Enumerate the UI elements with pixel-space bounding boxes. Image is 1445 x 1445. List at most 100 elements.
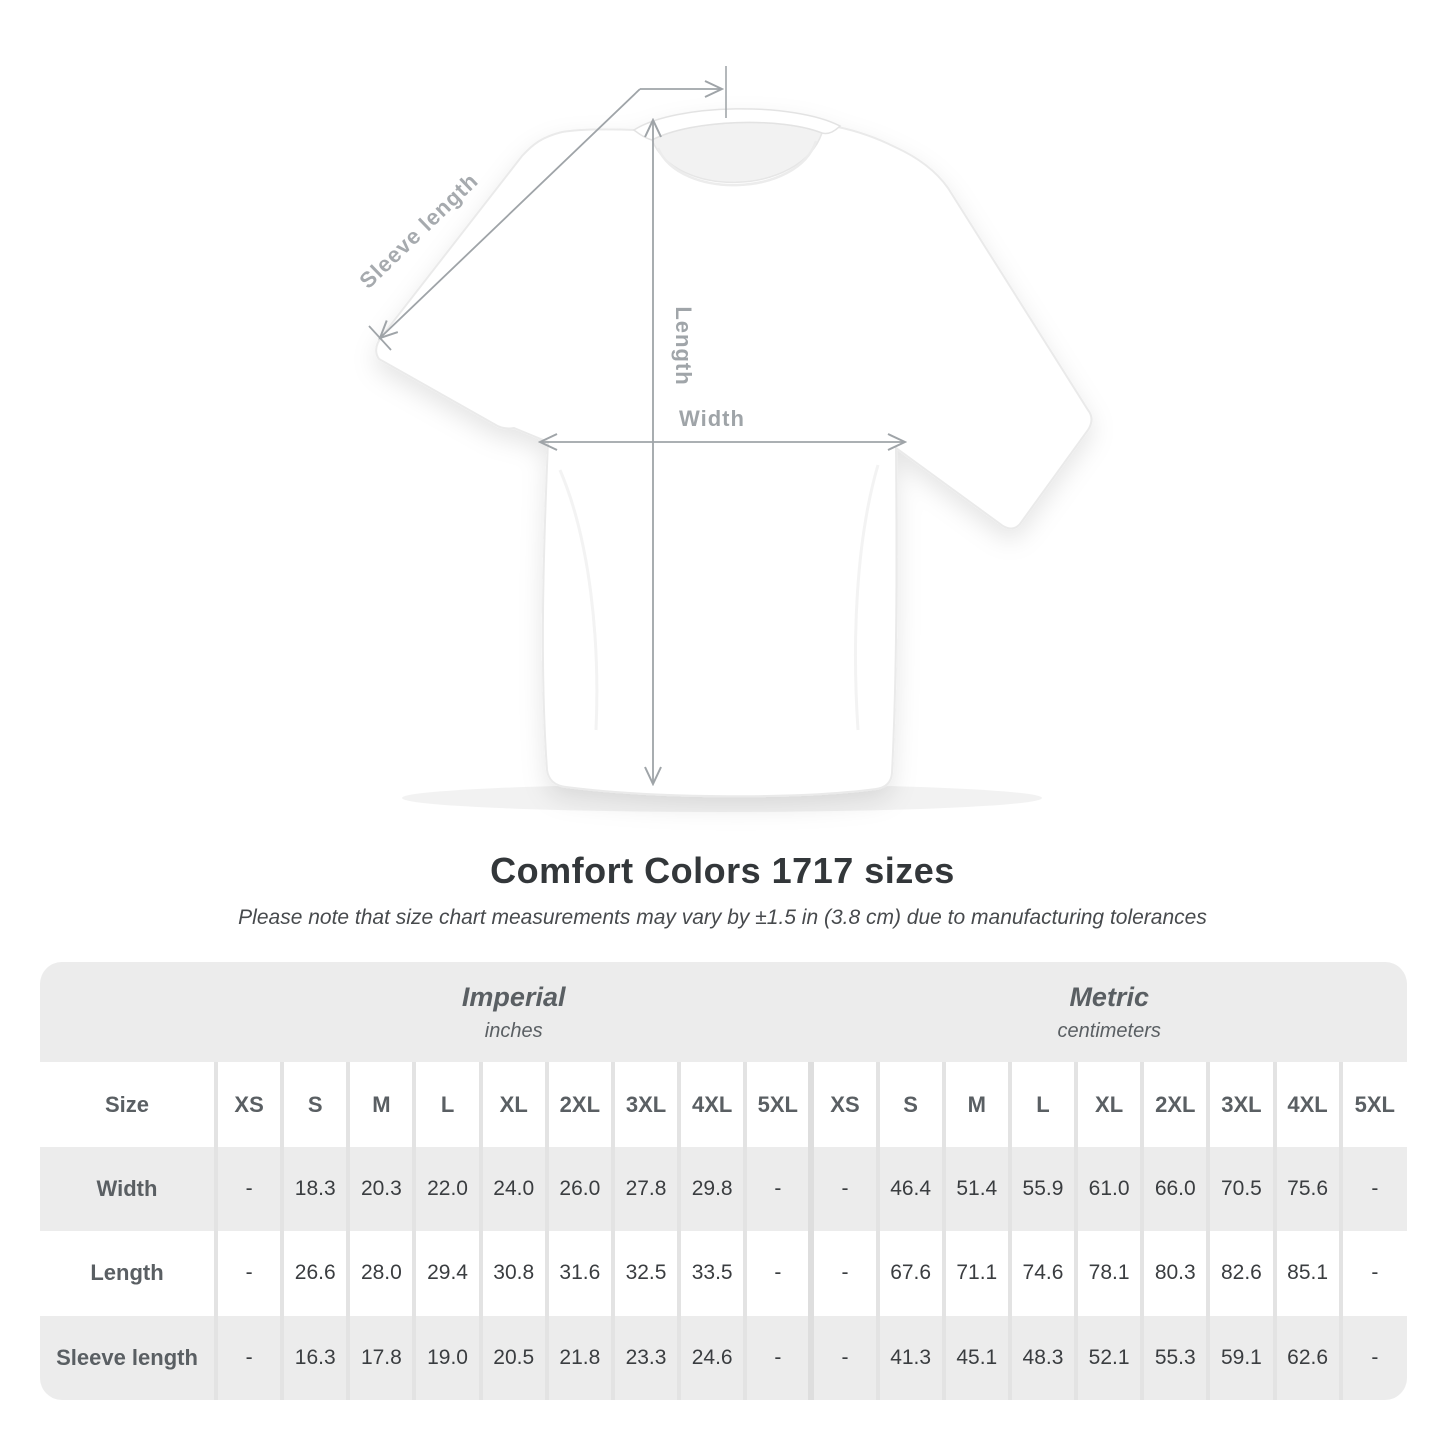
row-label-length: Length — [40, 1231, 216, 1316]
value-metric-length-l: 74.6 — [1007, 1231, 1077, 1316]
size-header-label: Size — [40, 1062, 216, 1147]
value-metric-length-5xl: - — [1338, 1231, 1407, 1316]
measurement-row-length: Length -26.6 28.0 29.4 30.8 31.6 32.5 33.5- -67.… — [40, 1231, 1407, 1316]
size-col-imperial-l: L — [412, 1062, 481, 1147]
value-metric-length-m: 71.1 — [941, 1231, 1010, 1316]
size-col-imperial-5xl: 5XL — [743, 1062, 812, 1147]
value-metric-sleeve-length-3xl: 59.1 — [1206, 1315, 1275, 1400]
size-col-metric-xs: XS — [808, 1062, 878, 1147]
value-imperial-width-5xl: - — [743, 1147, 812, 1232]
value-imperial-sleeve-length-3xl: 23.3 — [610, 1315, 680, 1400]
value-metric-length-xl: 78.1 — [1074, 1231, 1143, 1316]
size-table-container: Imperial inches Metric centimeters Size … — [40, 962, 1407, 1400]
value-metric-width-xl: 61.0 — [1074, 1147, 1143, 1232]
imperial-title: Imperial — [461, 981, 566, 1012]
value-imperial-sleeve-length-4xl: 24.6 — [677, 1315, 746, 1400]
sleeve-length-arrow — [380, 88, 641, 338]
size-col-metric-3xl: 3XL — [1206, 1062, 1275, 1147]
value-metric-width-xs: - — [808, 1147, 878, 1232]
value-metric-sleeve-length-xl: 52.1 — [1074, 1315, 1143, 1400]
value-imperial-width-xs: - — [213, 1147, 283, 1232]
page-title: Comfort Colors 1717 sizes — [490, 850, 955, 891]
size-col-imperial-m: M — [346, 1062, 415, 1147]
value-metric-sleeve-length-l: 48.3 — [1007, 1315, 1077, 1400]
value-imperial-length-4xl: 33.5 — [677, 1231, 746, 1316]
value-imperial-length-m: 28.0 — [346, 1231, 415, 1316]
value-metric-length-4xl: 85.1 — [1272, 1231, 1341, 1316]
size-col-imperial-xl: XL — [478, 1062, 547, 1147]
size-col-imperial-2xl: 2XL — [544, 1062, 613, 1147]
value-imperial-length-2xl: 31.6 — [544, 1231, 613, 1316]
size-col-imperial-4xl: 4XL — [677, 1062, 746, 1147]
tolerance-note: Please note that size chart measurements… — [238, 906, 1207, 929]
value-imperial-sleeve-length-xs: - — [213, 1315, 283, 1400]
size-col-imperial-s: S — [280, 1062, 349, 1147]
value-imperial-width-2xl: 26.0 — [544, 1147, 613, 1232]
value-imperial-length-3xl: 32.5 — [610, 1231, 680, 1316]
value-metric-width-3xl: 70.5 — [1206, 1147, 1275, 1232]
size-col-metric-m: M — [941, 1062, 1010, 1147]
value-imperial-length-xs: - — [213, 1231, 283, 1316]
value-metric-sleeve-length-s: 41.3 — [875, 1315, 944, 1400]
value-metric-width-2xl: 66.0 — [1140, 1147, 1209, 1232]
tshirt-crease-right — [854, 464, 880, 731]
size-header-row: Size XS S M L XL 2XL 3XL 4XL 5XL XS S M L XL 2XL 3XL 4XL… — [40, 1062, 1407, 1147]
sleeve-end-tick — [368, 325, 392, 351]
value-imperial-sleeve-length-s: 16.3 — [280, 1315, 349, 1400]
value-imperial-sleeve-length-2xl: 21.8 — [544, 1315, 613, 1400]
value-metric-width-s: 46.4 — [875, 1147, 944, 1232]
size-col-metric-xl: XL — [1074, 1062, 1143, 1147]
value-metric-sleeve-length-2xl: 55.3 — [1140, 1315, 1209, 1400]
value-imperial-length-xl: 30.8 — [478, 1231, 547, 1316]
value-imperial-sleeve-length-xl: 20.5 — [478, 1315, 547, 1400]
metric-unit: centimeters — [1057, 1019, 1161, 1042]
value-imperial-width-l: 22.0 — [412, 1147, 481, 1232]
width-label: Width — [679, 406, 745, 431]
value-metric-sleeve-length-m: 45.1 — [941, 1315, 1010, 1400]
value-imperial-width-4xl: 29.8 — [677, 1147, 746, 1232]
value-imperial-length-l: 29.4 — [412, 1231, 481, 1316]
value-imperial-sleeve-length-5xl: - — [743, 1315, 812, 1400]
row-label-width: Width — [40, 1147, 216, 1232]
size-col-metric-5xl: 5XL — [1338, 1062, 1407, 1147]
imperial-section-header: Imperial inches — [216, 962, 812, 1062]
size-col-imperial-xs: XS — [213, 1062, 283, 1147]
value-imperial-length-5xl: - — [743, 1231, 812, 1316]
value-imperial-sleeve-length-l: 19.0 — [412, 1315, 481, 1400]
size-col-metric-l: L — [1007, 1062, 1077, 1147]
metric-section-header: Metric centimeters — [811, 962, 1407, 1062]
size-col-metric-s: S — [875, 1062, 944, 1147]
unit-band-row: Imperial inches Metric centimeters — [40, 962, 1407, 1062]
value-imperial-width-3xl: 27.8 — [610, 1147, 680, 1232]
tshirt-ground-shadow — [402, 784, 1042, 812]
measurement-row-width: Width -18.3 20.3 22.0 24.0 26.0 27.8 29.8- -46.4… — [40, 1147, 1407, 1232]
value-metric-length-3xl: 82.6 — [1206, 1231, 1275, 1316]
tshirt-neckband-stitch — [656, 140, 818, 187]
size-col-metric-2xl: 2XL — [1140, 1062, 1209, 1147]
value-imperial-width-xl: 24.0 — [478, 1147, 547, 1232]
size-col-imperial-3xl: 3XL — [610, 1062, 680, 1147]
value-imperial-length-s: 26.6 — [280, 1231, 349, 1316]
tshirt-crease-left — [558, 469, 599, 731]
metric-title: Metric — [1069, 981, 1149, 1012]
value-metric-sleeve-length-4xl: 62.6 — [1272, 1315, 1341, 1400]
value-metric-sleeve-length-5xl: - — [1338, 1315, 1407, 1400]
tshirt-measurement-diagram: Sleeve length Length Width — [354, 66, 1093, 812]
size-col-metric-4xl: 4XL — [1272, 1062, 1341, 1147]
value-metric-length-s: 67.6 — [875, 1231, 944, 1316]
value-metric-length-xs: - — [808, 1231, 878, 1316]
tshirt-body — [375, 109, 1093, 798]
value-metric-sleeve-length-xs: - — [808, 1315, 878, 1400]
value-imperial-width-m: 20.3 — [346, 1147, 415, 1232]
size-table: Imperial inches Metric centimeters Size … — [40, 962, 1407, 1400]
row-label-sleeve-length: Sleeve length — [40, 1315, 216, 1400]
value-imperial-width-s: 18.3 — [280, 1147, 349, 1232]
imperial-unit: inches — [484, 1019, 543, 1042]
value-imperial-sleeve-length-m: 17.8 — [346, 1315, 415, 1400]
value-metric-width-m: 51.4 — [941, 1147, 1010, 1232]
value-metric-width-5xl: - — [1338, 1147, 1407, 1232]
value-metric-width-l: 55.9 — [1007, 1147, 1077, 1232]
value-metric-width-4xl: 75.6 — [1272, 1147, 1341, 1232]
value-metric-length-2xl: 80.3 — [1140, 1231, 1209, 1316]
